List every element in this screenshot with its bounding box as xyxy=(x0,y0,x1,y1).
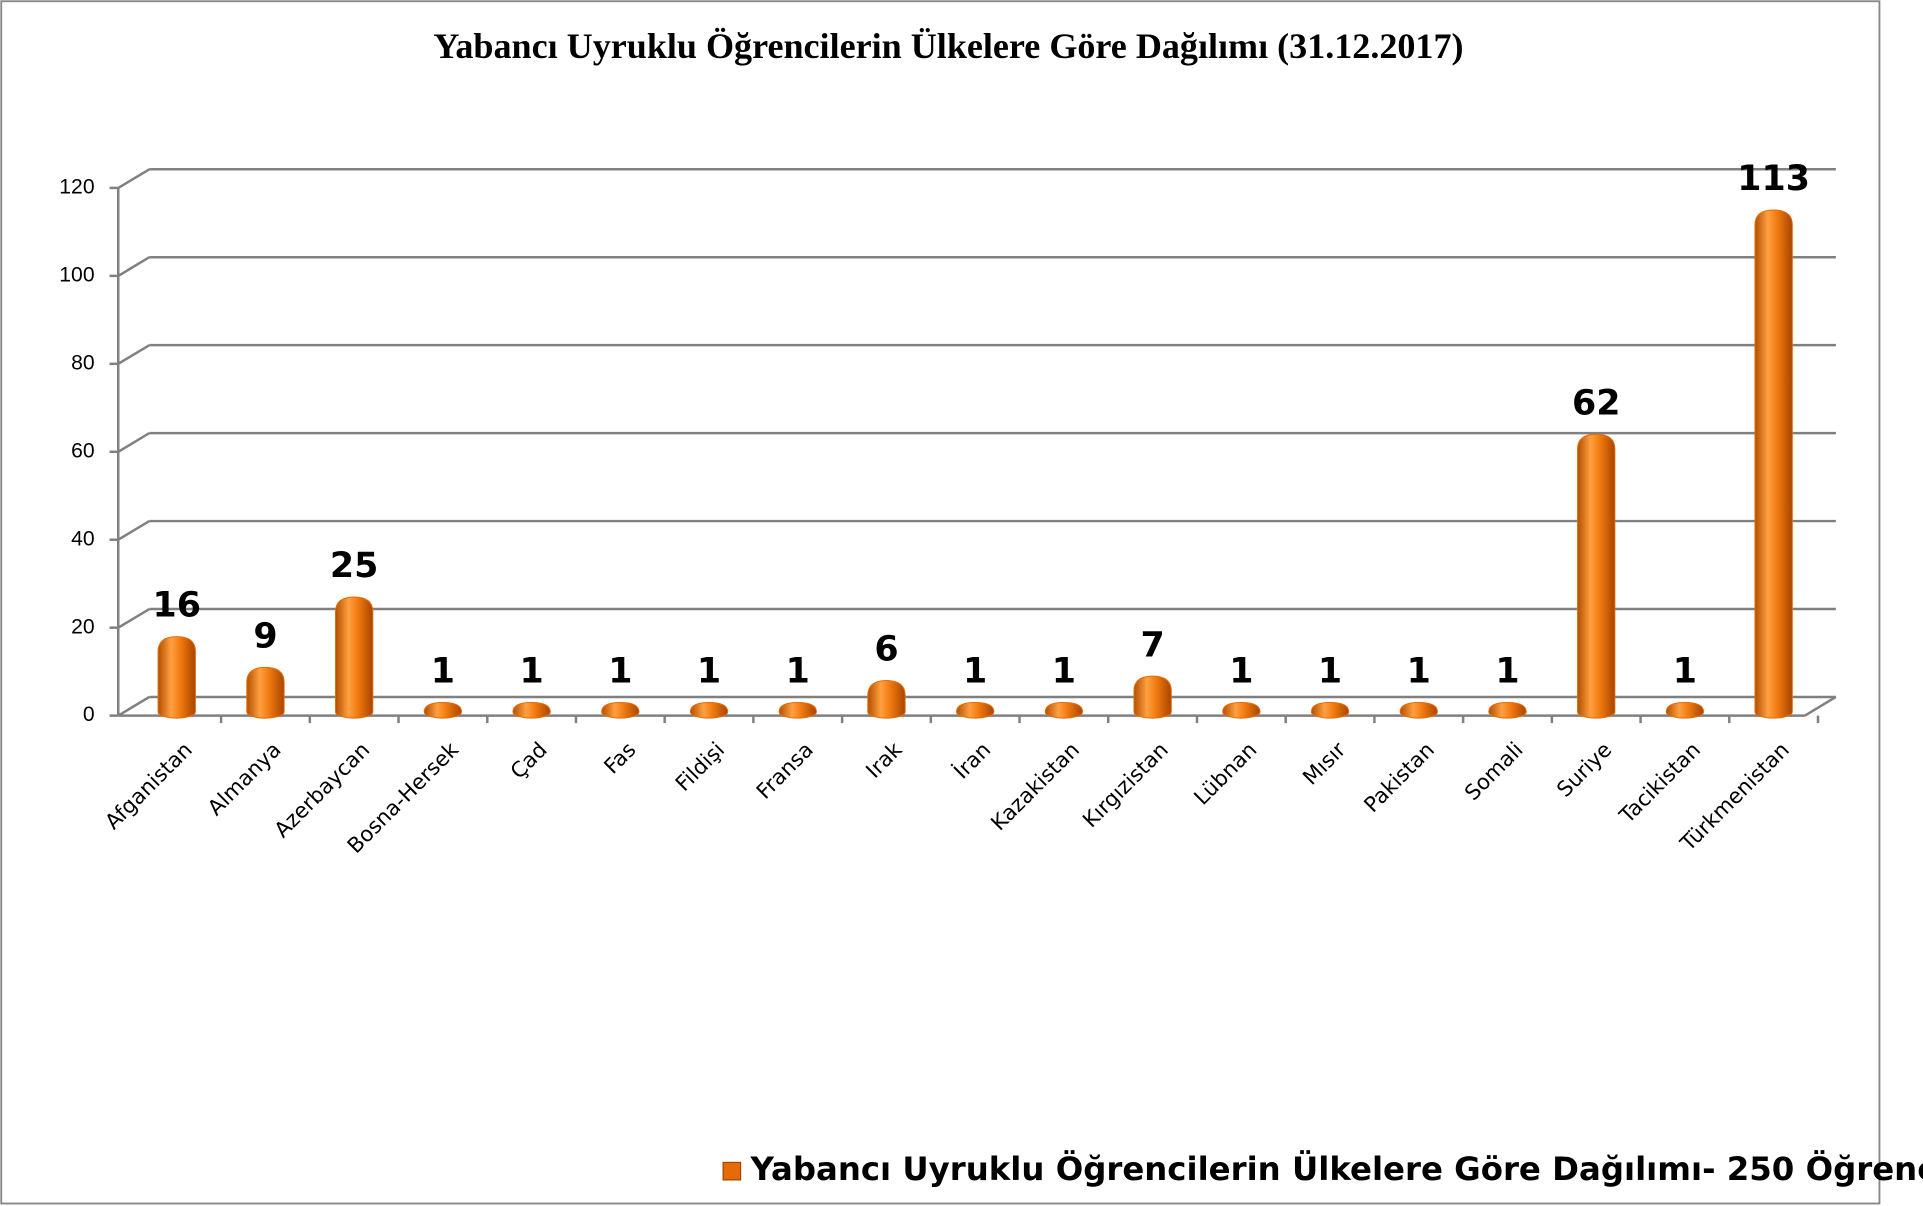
chart-title: Yabancı Uyruklu Öğrencilerin Ülkelere Gö… xyxy=(433,26,1463,66)
value-label: 1 xyxy=(1318,652,1342,692)
grid-line xyxy=(117,168,150,189)
grid-line xyxy=(117,256,150,277)
bar xyxy=(1399,702,1438,719)
value-label: 1 xyxy=(431,652,455,692)
grid-line xyxy=(117,607,150,629)
bar xyxy=(157,636,196,719)
bar xyxy=(1222,702,1261,719)
bar xyxy=(689,702,729,719)
y-tick-label: 40 xyxy=(71,527,95,550)
floor-edge xyxy=(1804,695,1837,717)
y-tick-label: 80 xyxy=(71,351,95,374)
value-label: 1 xyxy=(1052,652,1076,692)
bar xyxy=(1754,209,1793,719)
bar xyxy=(1133,675,1172,719)
grid-line xyxy=(117,695,150,717)
value-label: 25 xyxy=(330,546,378,586)
bar xyxy=(335,596,374,719)
bar xyxy=(867,680,906,719)
bar xyxy=(512,702,551,719)
y-tick-label: 60 xyxy=(71,439,95,462)
bar xyxy=(1577,433,1616,719)
value-label: 1 xyxy=(1673,652,1697,692)
value-label: 9 xyxy=(253,616,277,656)
chart-border xyxy=(0,0,1881,1205)
value-label: 1 xyxy=(1407,652,1431,692)
bar xyxy=(1044,702,1084,719)
bar xyxy=(778,702,817,719)
value-label: 1 xyxy=(786,652,810,692)
value-label: 1 xyxy=(963,652,987,692)
value-label: 62 xyxy=(1572,383,1620,423)
legend-swatch xyxy=(722,1161,742,1181)
value-label: 16 xyxy=(153,586,201,626)
bar xyxy=(1488,702,1527,719)
value-label: 1 xyxy=(519,652,543,692)
value-label: 1 xyxy=(608,652,632,692)
y-tick-label: 100 xyxy=(59,263,94,286)
value-label: 113 xyxy=(1737,159,1810,199)
grid-line xyxy=(117,432,150,453)
value-label: 1 xyxy=(697,652,721,692)
value-label: 1 xyxy=(1229,652,1253,692)
grid-line xyxy=(117,519,150,541)
value-label: 1 xyxy=(1495,652,1519,692)
bar xyxy=(1310,702,1350,719)
bar xyxy=(423,702,463,719)
grid-line xyxy=(117,344,150,365)
bar xyxy=(601,702,640,719)
bar xyxy=(956,702,995,719)
legend-label: Yabancı Uyruklu Öğrencilerin Ülkelere Gö… xyxy=(750,1150,1923,1188)
bar xyxy=(1665,702,1705,719)
value-label: 7 xyxy=(1141,625,1165,665)
y-tick-label: 120 xyxy=(59,176,94,199)
value-label: 6 xyxy=(874,630,898,670)
y-tick-label: 20 xyxy=(71,615,95,638)
y-tick-label: 0 xyxy=(83,703,95,726)
bar xyxy=(246,666,285,719)
